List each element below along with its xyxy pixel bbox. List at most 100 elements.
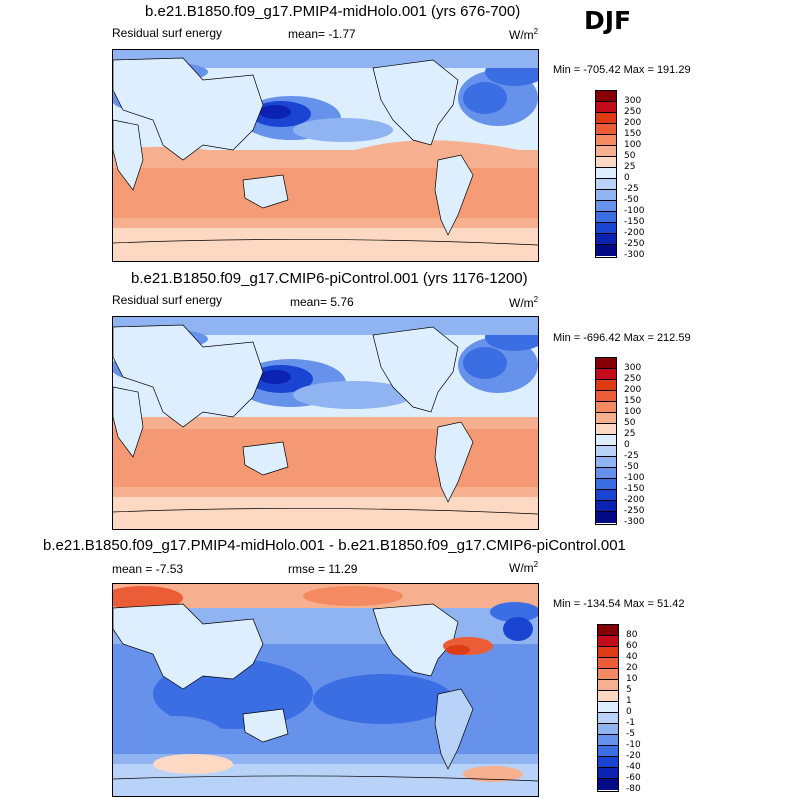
panel1-field-label: Residual surf energy: [112, 26, 223, 40]
panel3-colorbar-label: -10: [626, 740, 641, 750]
panel3-colorbar-swatch: [598, 691, 618, 702]
panel2-colorbar-label: 200: [624, 385, 642, 395]
panel3-colorbar-swatch: [598, 647, 618, 658]
panel2-field-label: Residual surf energy: [112, 293, 223, 307]
panel3-colorbar-label: 40: [626, 652, 638, 662]
panel1-colorbar-label: -25: [624, 184, 639, 194]
panel2-colorbar-label: 100: [624, 407, 642, 417]
panel1-colorbar-label: 150: [624, 129, 642, 139]
panel2-colorbar-swatch: [596, 402, 616, 413]
panel2-colorbar-label: -200: [624, 495, 645, 505]
panel2-colorbar-label: 300: [624, 363, 642, 373]
panel2-colorbar-label: 0: [624, 440, 630, 450]
panel3-colorbar: [597, 624, 619, 792]
panel1-colorbar-swatch: [596, 157, 616, 168]
panel2-colorbar-swatch: [596, 424, 616, 435]
panel2-map: [112, 316, 539, 530]
panel2-colorbar-label: 50: [624, 418, 636, 428]
panel2-min-max: Min = -696.42 Max = 212.59: [553, 332, 691, 344]
panel2-colorbar-swatch: [596, 391, 616, 402]
panel1-colorbar-label: -200: [624, 228, 645, 238]
panel1-colorbar-swatch: [596, 212, 616, 223]
panel2-title: b.e21.B1850.f09_g17.CMIP6-piControl.001 …: [131, 270, 528, 287]
panel2-colorbar: [595, 357, 617, 525]
panel3-colorbar-label: -60: [626, 773, 641, 783]
panel3-colorbar-swatch: [598, 658, 618, 669]
panel2-colorbar-swatch: [596, 446, 616, 457]
panel2-colorbar-swatch: [596, 490, 616, 501]
panel1-colorbar-label: -150: [624, 217, 645, 227]
panel2-colorbar-swatch: [596, 380, 616, 391]
panel1-colorbar-swatch: [596, 168, 616, 179]
panel1-map: [112, 49, 539, 262]
panel3-colorbar-label: 10: [626, 674, 638, 684]
panel1-colorbar-swatch: [596, 102, 616, 113]
panel3-rmse: rmse = 11.29: [288, 562, 358, 576]
panel2-colorbar-label: 250: [624, 374, 642, 384]
panel3-colorbar-label: 1: [626, 696, 632, 706]
panel2-colorbar-label: 150: [624, 396, 642, 406]
panel1-colorbar-swatch: [596, 245, 616, 256]
panel2-colorbar-swatch: [596, 479, 616, 490]
panel3-colorbar-swatch: [598, 680, 618, 691]
panel1-colorbar-label: 100: [624, 140, 642, 150]
panel2-colorbar-swatch: [596, 369, 616, 380]
panel3-colorbar-swatch: [598, 768, 618, 779]
panel1-colorbar-label: -250: [624, 239, 645, 249]
panel3-min-max: Min = -134.54 Max = 51.42: [553, 598, 685, 610]
panel3-title: b.e21.B1850.f09_g17.PMIP4-midHolo.001 - …: [43, 537, 626, 554]
panel3-colorbar-label: -40: [626, 762, 641, 772]
panel2-colorbar-label: 25: [624, 429, 636, 439]
panel2-colorbar-label: -250: [624, 506, 645, 516]
season-label: DJF: [584, 6, 632, 35]
panel3-colorbar-label: 80: [626, 630, 638, 640]
panel2-colorbar-label: -150: [624, 484, 645, 494]
panel1-colorbar-swatch: [596, 146, 616, 157]
panel3-colorbar-label: 20: [626, 663, 638, 673]
panel2-colorbar-swatch: [596, 358, 616, 369]
panel2-mean: mean= 5.76: [290, 295, 354, 309]
panel2-colorbar-swatch: [596, 512, 616, 523]
panel3-colorbar-swatch: [598, 724, 618, 735]
panel3-colorbar-swatch: [598, 746, 618, 757]
panel1-colorbar-label: -50: [624, 195, 639, 205]
panel1-colorbar: [595, 90, 617, 258]
panel3-colorbar-label: 5: [626, 685, 632, 695]
panel3-colorbar-swatch: [598, 757, 618, 768]
panel3-colorbar-swatch: [598, 735, 618, 746]
panel1-colorbar-label: 25: [624, 162, 636, 172]
panel3-colorbar-swatch: [598, 669, 618, 680]
panel3-map: [112, 583, 539, 797]
panel1-colorbar-swatch: [596, 223, 616, 234]
panel1-colorbar-swatch: [596, 91, 616, 102]
panel2-colorbar-label: -300: [624, 517, 645, 527]
panel2-colorbar-label: -25: [624, 451, 639, 461]
panel3-colorbar-label: -1: [626, 718, 635, 728]
panel2-colorbar-swatch: [596, 457, 616, 468]
panel3-colorbar-swatch: [598, 779, 618, 790]
panel3-colorbar-label: -5: [626, 729, 635, 739]
panel3-colorbar-label: 0: [626, 707, 632, 717]
panel3-units: W/m2: [509, 560, 539, 575]
panel3-colorbar-swatch: [598, 625, 618, 636]
panel3-mean: mean = -7.53: [112, 562, 184, 576]
panel2-colorbar-swatch: [596, 468, 616, 479]
panel1-colorbar-label: -300: [624, 250, 645, 260]
panel3-colorbar-label: 60: [626, 641, 638, 651]
panel1-units: W/m2: [509, 27, 539, 42]
panel1-colorbar-swatch: [596, 179, 616, 190]
panel3-colorbar-swatch: [598, 702, 618, 713]
panel3-colorbar-swatch: [598, 636, 618, 647]
panel1-colorbar-swatch: [596, 190, 616, 201]
panel1-colorbar-label: 50: [624, 151, 636, 161]
panel1-mean: mean= -1.77: [288, 27, 356, 41]
panel1-colorbar-swatch: [596, 234, 616, 245]
panel3-colorbar-label: -20: [626, 751, 641, 761]
panel1-min-max: Min = -705.42 Max = 191.29: [553, 64, 691, 76]
panel3-colorbar-label: -80: [626, 784, 641, 794]
panel2-colorbar-swatch: [596, 435, 616, 446]
panel1-colorbar-label: 0: [624, 173, 630, 183]
panel1-colorbar-swatch: [596, 135, 616, 146]
panel1-title: b.e21.B1850.f09_g17.PMIP4-midHolo.001 (y…: [145, 3, 521, 20]
panel2-colorbar-label: -50: [624, 462, 639, 472]
